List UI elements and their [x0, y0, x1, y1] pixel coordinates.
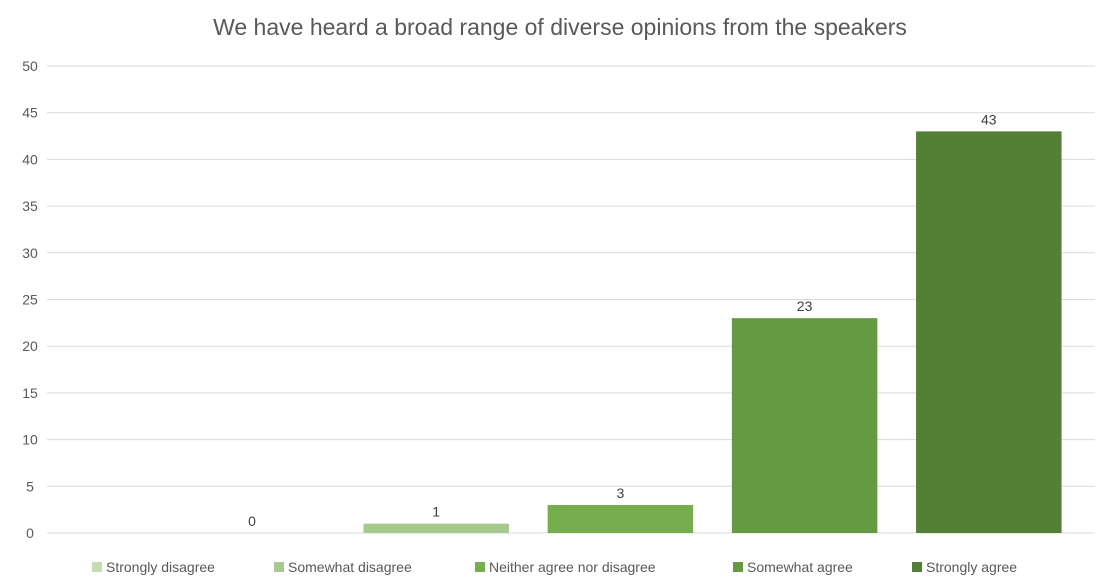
legend-entry: Somewhat agree: [747, 559, 853, 575]
y-tick-label: 25: [22, 292, 38, 308]
bars: [363, 131, 1062, 533]
legend-swatch: [912, 562, 922, 572]
y-tick-label: 40: [22, 151, 38, 167]
data-label: 43: [981, 111, 997, 127]
data-label: 0: [248, 513, 256, 529]
gridlines: [47, 65, 1095, 534]
data-labels: 0 1 3 23 43: [248, 111, 997, 529]
data-label: 3: [617, 485, 625, 501]
legend-entry: Strongly agree: [926, 559, 1017, 575]
legend-swatch: [92, 562, 102, 572]
legend-swatch: [475, 562, 485, 572]
data-label: 23: [797, 298, 813, 314]
chart-title: We have heard a broad range of diverse o…: [213, 14, 907, 40]
legend: Strongly disagree Somewhat disagree Neithe…: [92, 559, 1017, 575]
y-tick-label: 5: [26, 478, 34, 494]
legend-entry: Strongly disagree: [106, 559, 215, 575]
y-tick-label: 15: [22, 385, 38, 401]
bar: [916, 131, 1062, 533]
legend-entry: Somewhat disagree: [288, 559, 412, 575]
y-tick-label: 10: [22, 432, 38, 448]
legend-entry: Neither agree nor disagree: [489, 559, 656, 575]
y-tick-label: 0: [26, 525, 34, 541]
bar: [363, 523, 509, 533]
y-tick-label: 30: [22, 245, 38, 261]
legend-swatch: [733, 562, 743, 572]
y-tick-label: 20: [22, 338, 38, 354]
y-tick-label: 45: [22, 105, 38, 121]
y-axis-ticks: 0 5 10 15 20 25 30 35 40 45 50: [22, 58, 38, 541]
bar: [731, 318, 878, 533]
legend-swatch: [274, 562, 284, 572]
bar: [547, 504, 694, 533]
y-tick-label: 35: [22, 198, 38, 214]
data-label: 1: [432, 504, 440, 520]
y-tick-label: 50: [22, 58, 38, 74]
